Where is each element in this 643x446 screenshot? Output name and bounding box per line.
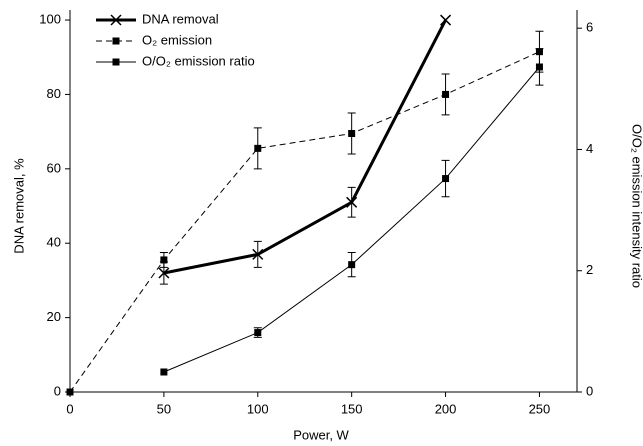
y-tick-label: 80: [47, 86, 61, 101]
legend-marker: [112, 58, 120, 66]
x-tick-label: 100: [247, 401, 269, 416]
x-axis-label: Power, W: [293, 427, 349, 442]
data-point: [66, 388, 74, 396]
legend-marker: [110, 14, 122, 26]
data-point: [348, 129, 356, 137]
data-point: [535, 63, 543, 71]
series-line: [163, 19, 447, 275]
y2-tick-label: 0: [586, 383, 593, 398]
legend-label: O₂ emission: [142, 32, 212, 47]
x-tick-label: 200: [435, 401, 457, 416]
data-point: [442, 90, 450, 98]
data-point: [346, 196, 358, 208]
x-tick-label: 0: [66, 401, 73, 416]
x-tick-label: 50: [157, 401, 171, 416]
y-tick-label: 100: [39, 11, 61, 26]
y-tick-label: 40: [47, 235, 61, 250]
data-point: [254, 144, 262, 152]
x-tick-label: 250: [529, 401, 551, 416]
y2-tick-label: 2: [586, 262, 593, 277]
data-point: [160, 256, 168, 264]
y-tick-label: 20: [47, 309, 61, 324]
legend-marker: [112, 37, 120, 45]
y-tick-label: 60: [47, 160, 61, 175]
data-point: [440, 14, 452, 26]
y2-tick-label: 4: [586, 141, 593, 156]
legend-label: O/O₂ emission ratio: [142, 53, 255, 68]
x-tick-label: 150: [341, 401, 363, 416]
data-point: [158, 267, 170, 279]
data-point: [254, 329, 262, 337]
y-axis-label: DNA removal, %: [11, 158, 26, 254]
data-point: [442, 175, 450, 183]
data-point: [252, 248, 264, 260]
y-tick-label: 0: [54, 383, 61, 398]
legend-label: DNA removal: [142, 11, 219, 26]
y2-axis-label: O/O₂ emission intensity ratio: [630, 124, 643, 288]
data-point: [160, 368, 168, 376]
series-line: [69, 51, 540, 393]
y2-tick-label: 6: [586, 20, 593, 35]
data-point: [348, 261, 356, 269]
